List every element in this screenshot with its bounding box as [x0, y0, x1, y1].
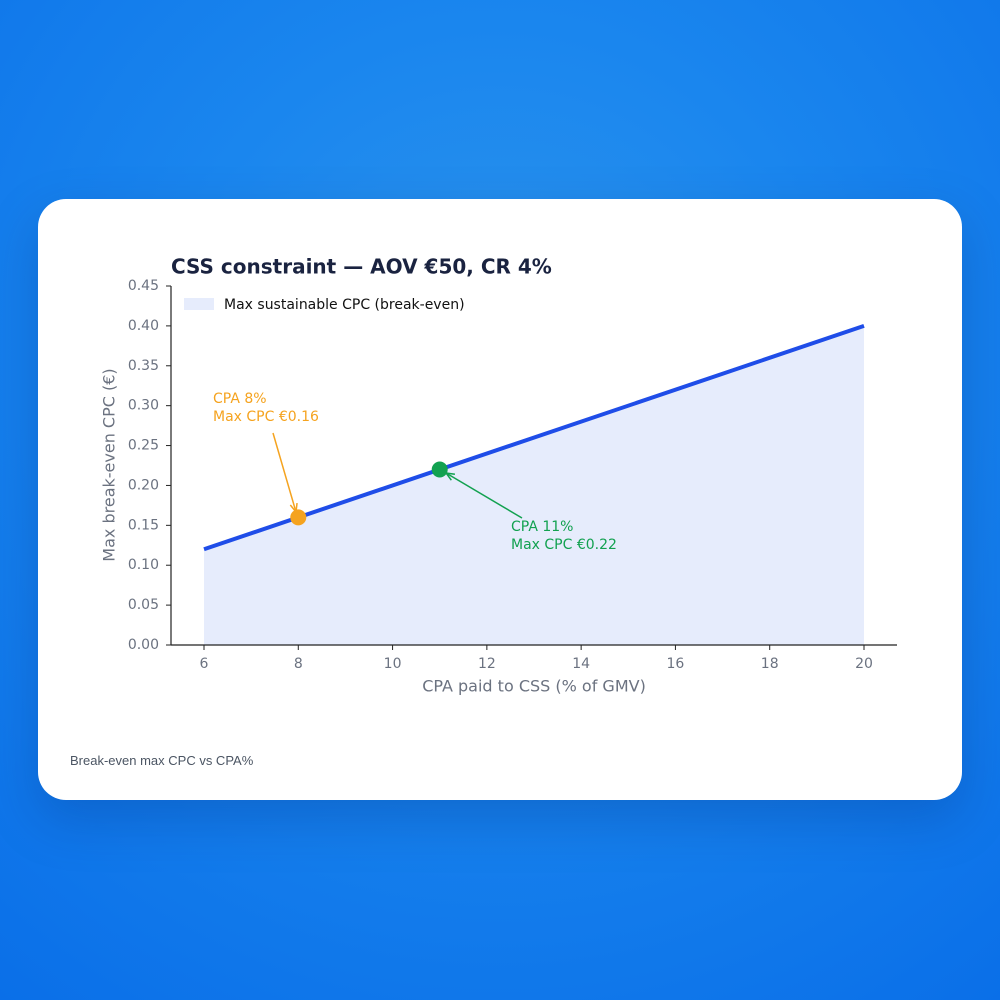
y-tick-label: 0.35 — [128, 358, 159, 374]
y-tick-label: 0.10 — [128, 557, 159, 573]
y-tick-label: 0.05 — [128, 597, 159, 613]
area — [204, 325, 864, 645]
y-tick-label: 0.40 — [128, 318, 159, 334]
y-tick-label: 0.30 — [128, 398, 159, 414]
y-tick-label: 0.45 — [128, 278, 159, 294]
caption: Break-even max CPC vs CPA% — [70, 753, 254, 768]
y-axis-label: Max break-even CPC (€) — [100, 368, 119, 561]
annotation-arrow — [272, 432, 297, 513]
legend-swatch — [184, 298, 214, 310]
annotation-label: Max CPC €0.22 — [511, 537, 617, 553]
line — [203, 323, 865, 552]
legend-label: Max sustainable CPC (break-even) — [224, 297, 465, 313]
x-tick-label: 16 — [667, 656, 685, 672]
annotation-label: Max CPC €0.16 — [213, 409, 319, 425]
x-tick-label: 10 — [384, 656, 402, 672]
annotation-label: CPA 8% — [213, 391, 267, 407]
x-tick-label: 6 — [200, 656, 209, 672]
y-tick-label: 0.20 — [128, 477, 159, 493]
x-tick-label: 8 — [294, 656, 303, 672]
annotation-label: CPA 11% — [511, 519, 573, 535]
annotation-point — [290, 509, 307, 526]
x-tick-label: 20 — [855, 656, 873, 672]
x-axis-label: CPA paid to CSS (% of GMV) — [422, 677, 646, 696]
annotation-point — [431, 461, 448, 478]
x-tick-label: 14 — [572, 656, 590, 672]
y-tick-label: 0.00 — [128, 637, 159, 653]
x-tick-label: 12 — [478, 656, 496, 672]
chart-title: CSS constraint — AOV €50, CR 4% — [171, 255, 552, 279]
annotation-arrow — [445, 472, 523, 519]
x-tick-label: 18 — [761, 656, 779, 672]
y-tick-label: 0.25 — [128, 438, 159, 454]
y-tick-label: 0.15 — [128, 517, 159, 533]
